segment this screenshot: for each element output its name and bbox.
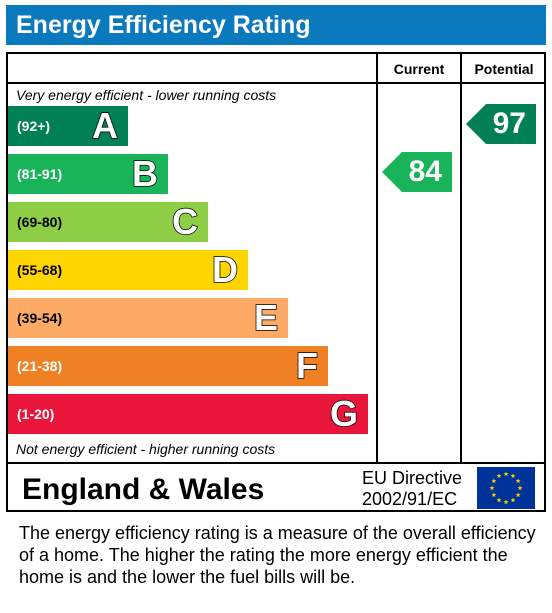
potential-column-header: Potential [474, 61, 534, 77]
eu-directive: EU Directive 2002/91/EC [362, 468, 462, 510]
footer-row-divider [6, 462, 546, 464]
page-title: Energy Efficiency Rating [6, 5, 546, 45]
band-b: (81-91) B [8, 152, 168, 195]
eu-star [517, 485, 523, 491]
band-g: (1-20) G [8, 392, 368, 435]
eu-star [489, 485, 495, 491]
band-letter: E [253, 296, 279, 339]
eu-star [515, 492, 521, 498]
current-rating-arrow-shape [382, 152, 452, 192]
eu-star [503, 499, 509, 505]
band-range-label: (39-54) [17, 310, 63, 326]
eu-directive-line1: EU Directive [362, 468, 463, 488]
band-letter: A [91, 104, 119, 147]
rating-chart-frame [6, 52, 546, 512]
current-column-divider [376, 52, 378, 464]
band-letter: D [211, 248, 239, 291]
bottom-caption: Not energy efficient - higher running co… [16, 441, 276, 457]
eu-star [496, 473, 502, 478]
header-row-divider [6, 82, 546, 84]
eu-star [510, 497, 516, 503]
band-letter: C [171, 200, 199, 243]
band-range-label: (21-38) [17, 358, 63, 374]
eu-star [510, 473, 516, 478]
rating-explanation: The energy efficiency rating is a measur… [19, 523, 536, 587]
current-rating-arrow-value: 84 [408, 155, 442, 188]
band-range-label: (92+) [17, 118, 51, 134]
band-range-label: (55-68) [17, 262, 63, 278]
potential-rating-arrow-shape [466, 104, 536, 144]
current-column-header: Current [393, 61, 445, 77]
current-rating-arrow: 84 [382, 152, 452, 192]
eu-star [515, 478, 521, 484]
eu-directive-line2: 2002/91/EC [362, 489, 458, 509]
band-d: (55-68) D [8, 248, 248, 291]
band-letter: B [131, 152, 159, 195]
potential-rating-arrow: 97 [466, 104, 536, 144]
band-range-label: (1-20) [17, 406, 55, 422]
band-e: (39-54) E [8, 296, 288, 339]
eu-star [496, 497, 502, 503]
potential-rating-arrow-value: 97 [492, 107, 526, 140]
eu-flag-icon [477, 467, 535, 509]
eu-star [503, 471, 509, 477]
band-a: (92+) A [8, 104, 128, 147]
band-range-label: (69-80) [17, 214, 63, 230]
top-caption: Very energy efficient - lower running co… [16, 87, 277, 103]
band-c: (69-80) C [8, 200, 208, 243]
region-label: England & Wales [22, 473, 265, 506]
eu-star [491, 492, 497, 498]
band-range-label: (81-91) [17, 166, 63, 182]
potential-column-divider [460, 52, 462, 464]
band-letter: G [329, 392, 359, 435]
eu-star [491, 478, 497, 484]
band-letter: F [295, 344, 319, 387]
band-f: (21-38) F [8, 344, 328, 387]
